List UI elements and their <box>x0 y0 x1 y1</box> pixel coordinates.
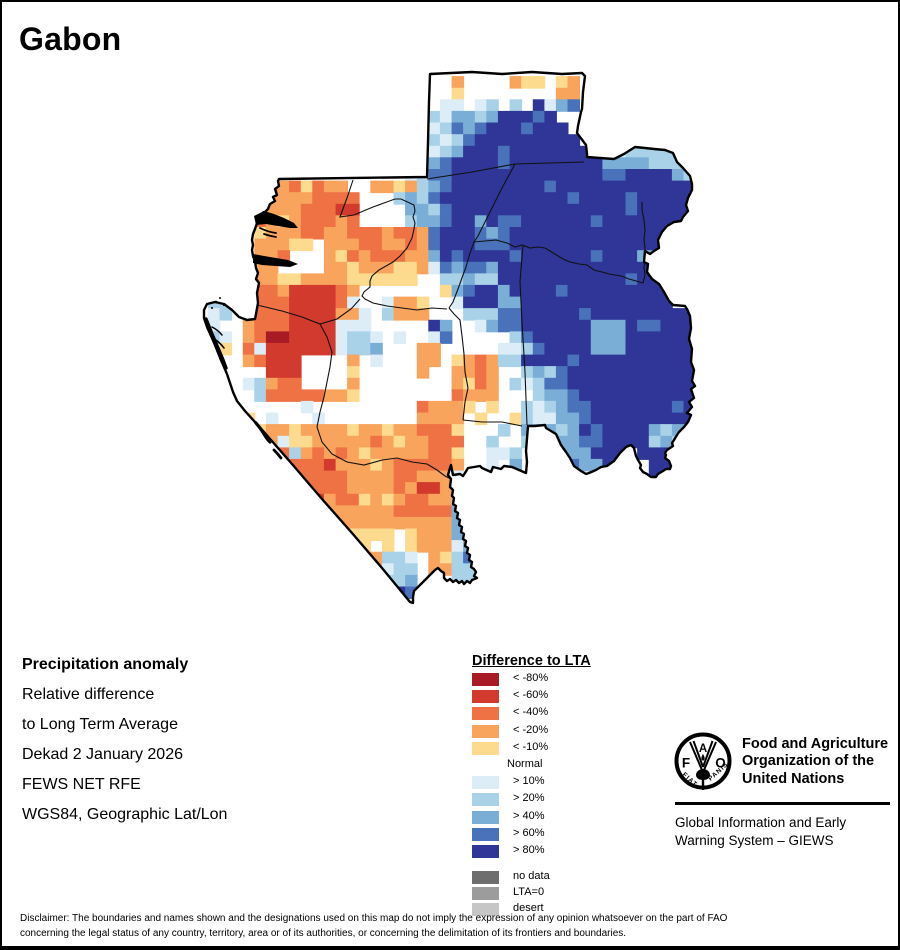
svg-text:A: A <box>699 743 707 755</box>
svg-text:O: O <box>715 756 726 771</box>
svg-text:F: F <box>682 756 690 771</box>
